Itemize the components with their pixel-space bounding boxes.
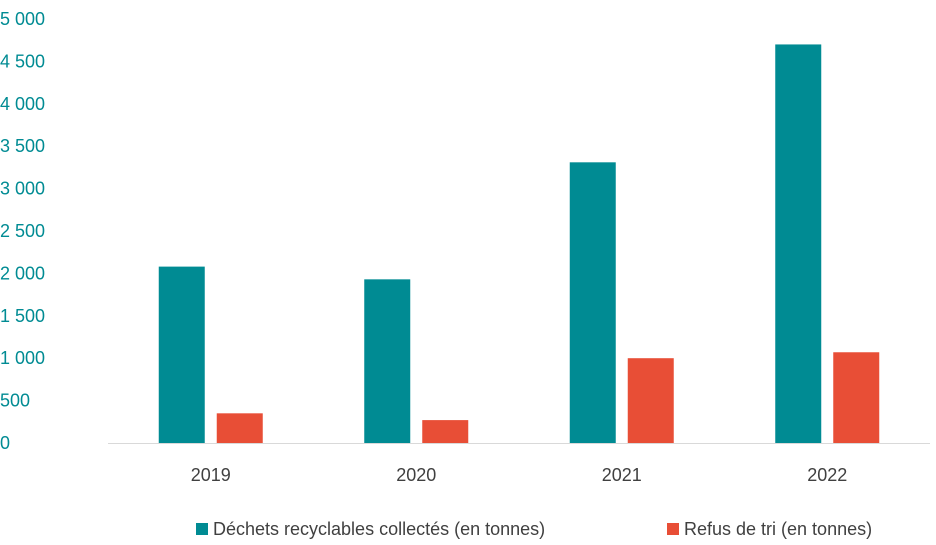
y-axis: 0 500 1 000 1 500 2 000 2 500 3 000 3 500 4 000 4… <box>0 9 45 453</box>
x-axis: 2019 2020 2021 2022 <box>191 465 848 485</box>
y-tick-label: 3 500 <box>0 136 45 156</box>
x-tick-label: 2020 <box>396 465 436 485</box>
bar-recyclables-2021 <box>569 162 616 443</box>
y-tick-label: 0 <box>0 433 10 453</box>
legend-swatch <box>667 523 679 535</box>
legend-swatch <box>196 523 208 535</box>
y-tick-label: 4 000 <box>0 94 45 114</box>
bar-refus-2020 <box>422 420 469 443</box>
y-tick-label: 1 000 <box>0 348 45 368</box>
legend-label: Refus de tri (en tonnes) <box>684 519 872 539</box>
legend-label: Déchets recyclables collectés (en tonnes… <box>213 519 545 539</box>
bar-recyclables-2019 <box>158 266 205 443</box>
x-tick-label: 2021 <box>602 465 642 485</box>
y-tick-label: 2 500 <box>0 221 45 241</box>
y-tick-label: 5 000 <box>0 9 45 29</box>
bar-refus-2022 <box>833 352 880 443</box>
y-tick-label: 2 000 <box>0 263 45 283</box>
bar-refus-2019 <box>216 413 263 443</box>
legend: Déchets recyclables collectés (en tonnes… <box>196 519 872 539</box>
bars <box>158 44 880 443</box>
y-tick-label: 1 500 <box>0 306 45 326</box>
y-tick-label: 4 500 <box>0 51 45 71</box>
bar-recyclables-2020 <box>364 279 411 443</box>
x-tick-label: 2019 <box>191 465 231 485</box>
bar-refus-2021 <box>627 358 674 443</box>
bar-recyclables-2022 <box>775 44 822 443</box>
x-tick-label: 2022 <box>807 465 847 485</box>
y-tick-label: 500 <box>0 391 30 411</box>
y-tick-label: 3 000 <box>0 179 45 199</box>
